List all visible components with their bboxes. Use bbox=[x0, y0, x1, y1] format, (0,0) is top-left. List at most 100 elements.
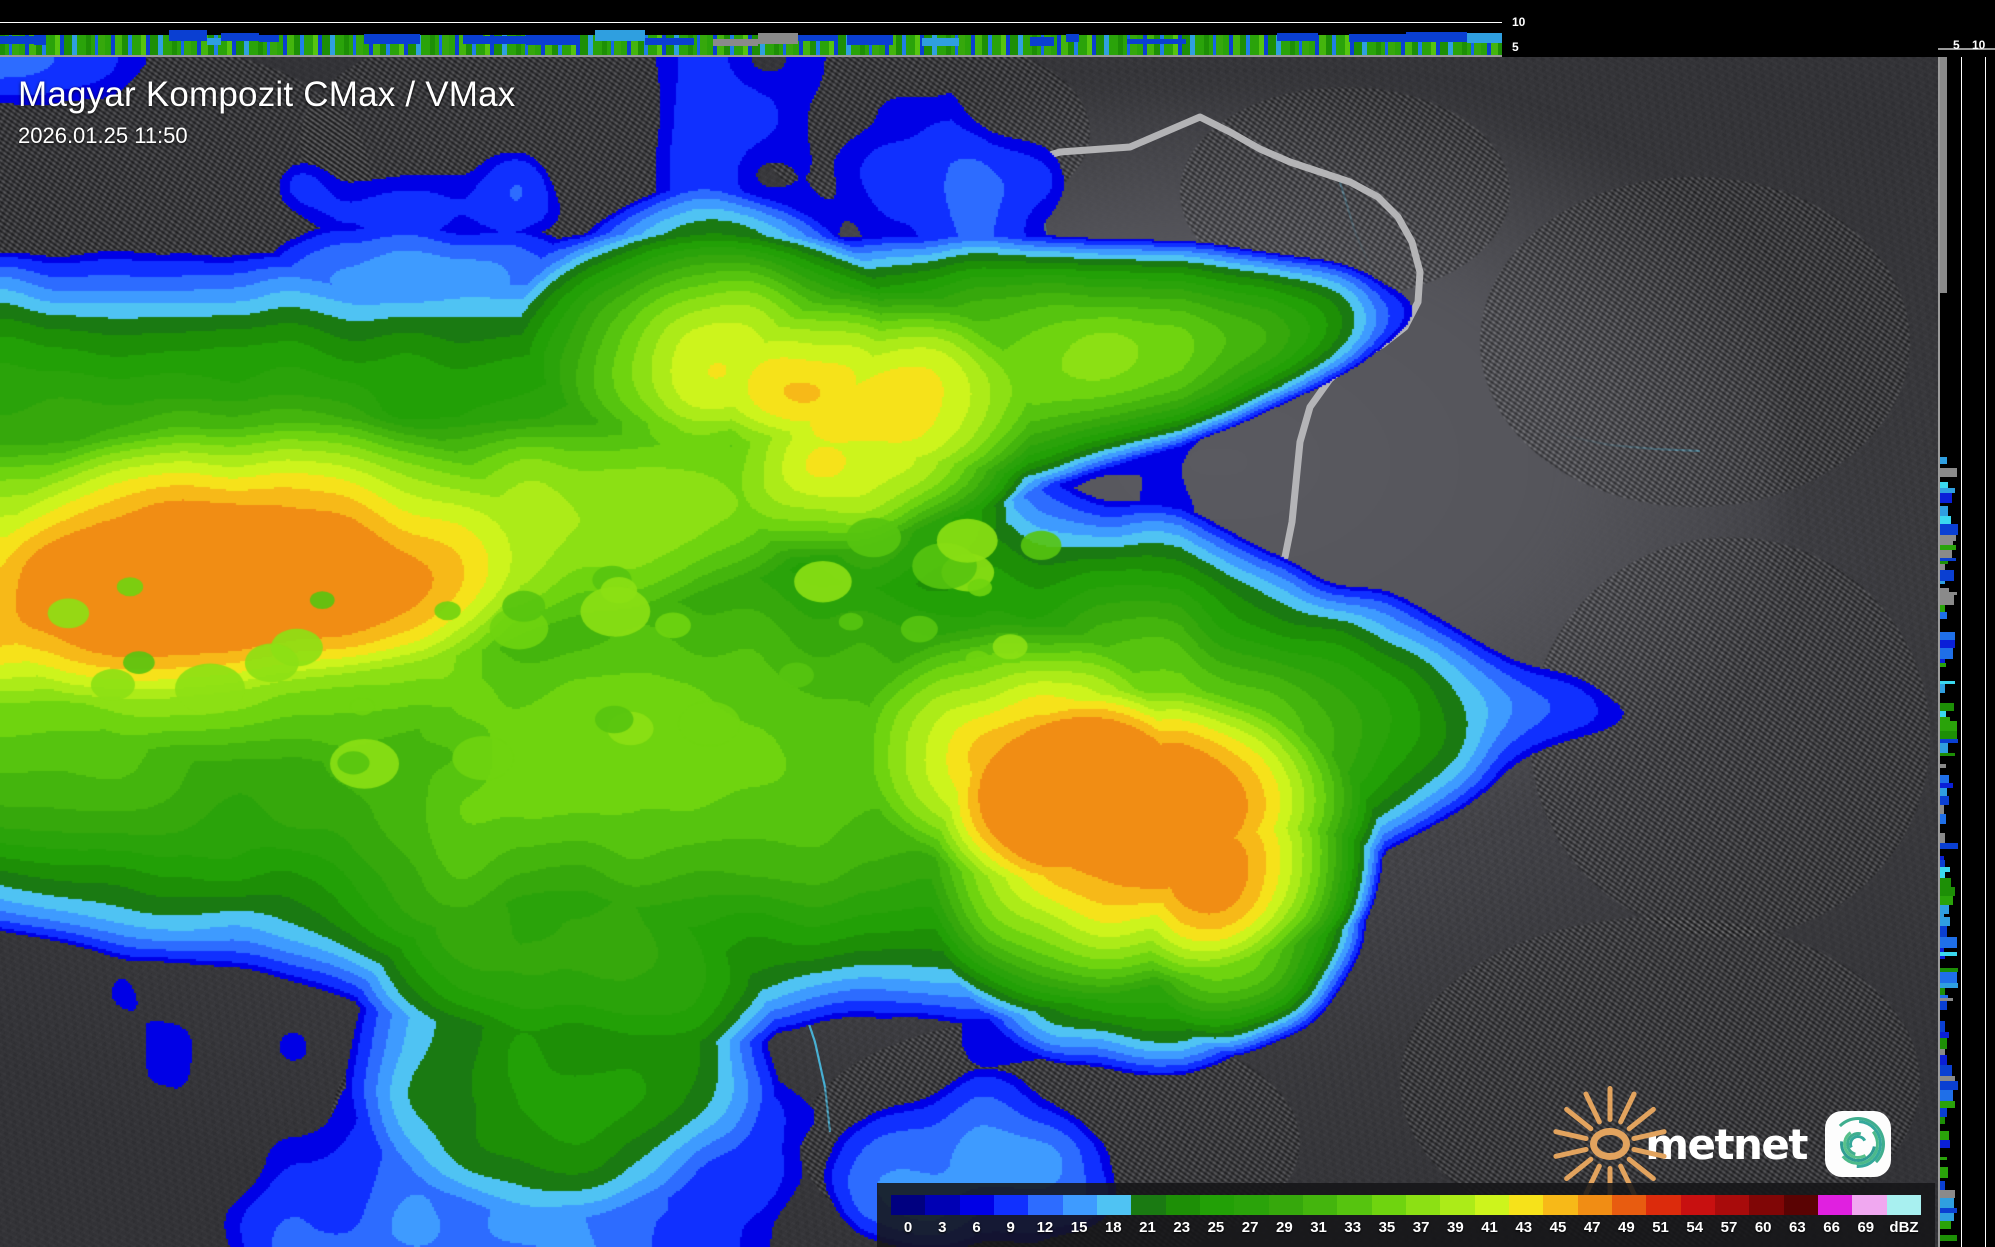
right-echo-blip bbox=[1940, 1038, 1947, 1049]
radar-map[interactable]: Magyar Kompozit CMax / VMax 2026.01.25 1… bbox=[0, 57, 1938, 1247]
right-echo-blip bbox=[1940, 995, 1948, 998]
right-echo-blip bbox=[1940, 926, 1947, 937]
right-echo-blip bbox=[1940, 506, 1948, 516]
right-echo-blip bbox=[1940, 764, 1946, 768]
right-echo-blip bbox=[1940, 814, 1946, 824]
right-echo-blip bbox=[1940, 753, 1955, 756]
colorbar-swatch bbox=[1268, 1195, 1303, 1215]
metnet-wordmark: metnet bbox=[1645, 1119, 1808, 1169]
colorbar-swatch bbox=[1783, 1195, 1818, 1215]
right-echo-blip bbox=[1940, 482, 1948, 488]
top-echo-blip bbox=[1127, 39, 1186, 44]
right-echo-blip bbox=[1940, 640, 1955, 648]
top-echo-blip bbox=[364, 34, 420, 44]
colorbar-tick: 9 bbox=[1006, 1219, 1015, 1236]
colorbar-swatch bbox=[1028, 1195, 1063, 1215]
colorbar-swatch bbox=[891, 1195, 926, 1215]
right-echo-blip bbox=[1940, 564, 1945, 570]
right-echo-blip bbox=[1940, 1131, 1949, 1140]
colorbar-tick: 41 bbox=[1481, 1219, 1498, 1236]
right-echo-blip bbox=[1940, 581, 1945, 584]
colorbar-swatch bbox=[1852, 1195, 1887, 1215]
right-echo-blip bbox=[1940, 468, 1957, 477]
top-echo-blip bbox=[1066, 34, 1079, 42]
right-echo-blip bbox=[1940, 535, 1956, 541]
right-echo-blip bbox=[1940, 872, 1945, 878]
colorbar-tick-labels: 0 3 6 9 12 15 18 21 23 25 27 29 31 33 35 37 39 41 43 45 47 49… bbox=[891, 1219, 1921, 1236]
right-echo-blip bbox=[1940, 659, 1945, 663]
top-echo-blip bbox=[595, 30, 645, 41]
right-echo-blip bbox=[1940, 684, 1945, 693]
reflectivity-colorbar: 0 3 6 9 12 15 18 21 23 25 27 29 31 33 35 37 39 41 43 45 47 49… bbox=[877, 1183, 1935, 1247]
colorbar-tick: 49 bbox=[1618, 1219, 1635, 1236]
colorbar-swatch bbox=[1508, 1195, 1544, 1215]
colorbar-swatch bbox=[1062, 1195, 1097, 1215]
colorbar-tick: 57 bbox=[1720, 1219, 1738, 1236]
colorbar-tick: 31 bbox=[1310, 1219, 1327, 1236]
colorbar-tick: 63 bbox=[1789, 1219, 1806, 1236]
colorbar-tick: 6 bbox=[972, 1219, 981, 1236]
right-echo-blip bbox=[1940, 972, 1957, 983]
right-echo-blip bbox=[1940, 711, 1946, 717]
colorbar-tick: 0 bbox=[903, 1219, 913, 1236]
colorbar-swatch bbox=[1749, 1195, 1784, 1215]
right-gridline-10km bbox=[1985, 57, 1986, 1247]
right-echo-blip bbox=[1940, 1198, 1954, 1208]
colorbar-swatch bbox=[1405, 1195, 1441, 1215]
colorbar-swatch bbox=[1646, 1195, 1681, 1215]
metnet-logo[interactable]: metnet bbox=[1553, 1086, 1891, 1202]
colorbar-swatch bbox=[993, 1195, 1029, 1215]
top-echo-blip bbox=[34, 35, 46, 45]
colorbar-tick: 47 bbox=[1583, 1219, 1601, 1236]
reflectivity-echo-layer bbox=[0, 57, 1938, 1247]
top-echo-blip bbox=[169, 30, 207, 41]
right-echo-blip bbox=[1940, 867, 1950, 872]
right-echo-blip bbox=[1940, 998, 1953, 1001]
top-echo-blip bbox=[645, 38, 694, 45]
right-echo-blip bbox=[1940, 541, 1953, 545]
right-echo-blip bbox=[1940, 681, 1955, 684]
right-echo-blip bbox=[1940, 595, 1954, 605]
colorbar-swatch bbox=[1886, 1195, 1921, 1215]
colorbar-swatch bbox=[1440, 1195, 1475, 1215]
colorbar-swatch bbox=[1680, 1195, 1715, 1215]
right-echo-blip bbox=[1940, 1157, 1947, 1160]
top-echo-blip bbox=[0, 36, 34, 44]
right-echo-blip bbox=[1940, 731, 1957, 739]
top-echo-blip bbox=[798, 35, 838, 41]
right-echo-blip bbox=[1940, 1190, 1955, 1198]
right-echo-blip bbox=[1940, 1032, 1949, 1038]
right-echo-blip bbox=[1940, 805, 1944, 814]
right-echo-blip bbox=[1940, 988, 1945, 995]
top-echo-blip bbox=[207, 38, 221, 45]
top-echo-blip bbox=[1030, 37, 1054, 46]
right-echo-blip bbox=[1940, 703, 1954, 711]
right-echo-blip bbox=[1940, 648, 1953, 659]
colorbar-tick: 37 bbox=[1412, 1219, 1430, 1236]
top-echo-blip bbox=[847, 35, 893, 45]
right-echo-blip bbox=[1940, 896, 1953, 905]
right-echo-blip bbox=[1940, 1081, 1958, 1090]
right-panel-divider bbox=[1938, 57, 1940, 1247]
right-echo-blip bbox=[1940, 721, 1957, 731]
colorbar-tick: 69 bbox=[1857, 1219, 1875, 1236]
colorbar-swatch bbox=[959, 1195, 994, 1215]
timestamp-label: 2026.01.25 11:50 bbox=[18, 123, 188, 148]
right-echo-blip bbox=[1940, 1208, 1957, 1213]
colorbar-swatches bbox=[891, 1195, 1921, 1215]
colorbar-swatch bbox=[1165, 1195, 1200, 1215]
right-axis-label-10: 10 bbox=[1972, 38, 1986, 52]
right-echo-blip bbox=[1940, 524, 1958, 535]
right-echo-blip bbox=[1940, 1117, 1945, 1124]
badge-spiral-arc bbox=[1831, 1117, 1885, 1171]
right-echo-blip bbox=[1940, 1065, 1952, 1076]
right-axis-label-5: 5 bbox=[1953, 38, 1960, 52]
right-echo-blip bbox=[1940, 493, 1952, 503]
colorbar-swatch bbox=[1577, 1195, 1612, 1215]
colorbar-swatch bbox=[1474, 1195, 1509, 1215]
colorbar-tick: 15 bbox=[1070, 1219, 1088, 1236]
colorbar-tick: 60 bbox=[1754, 1219, 1772, 1236]
right-echo-blip bbox=[1940, 550, 1952, 558]
colorbar-tick: 33 bbox=[1344, 1219, 1362, 1236]
metnet-app-badge[interactable] bbox=[1825, 1111, 1891, 1177]
